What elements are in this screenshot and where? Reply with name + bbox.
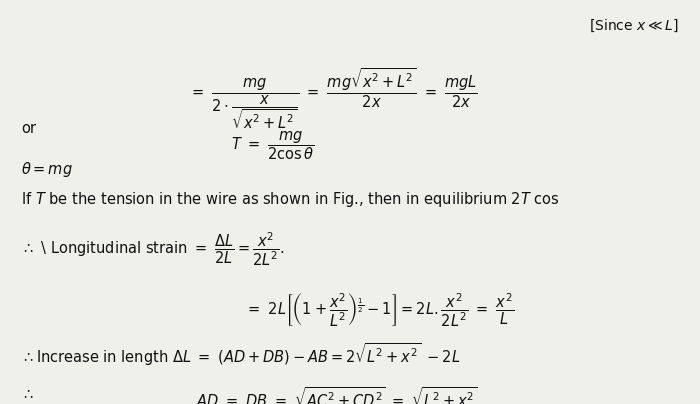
Text: $\theta = mg$: $\theta = mg$ [21, 160, 73, 179]
Text: If $T$ be the tension in the wire as shown in Fig., then in equilibrium $2T$ cos: If $T$ be the tension in the wire as sho… [21, 190, 560, 209]
Text: $= \ 2L\left[\left(1+\dfrac{x^2}{L^2}\right)^{\frac{1}{2}} - 1\right] = 2L.\dfra: $= \ 2L\left[\left(1+\dfrac{x^2}{L^2}\ri… [245, 291, 514, 329]
Text: [Since $x \ll L$]: [Since $x \ll L$] [589, 18, 679, 34]
Text: or: or [21, 121, 36, 136]
Text: $T \ = \ \dfrac{mg}{2\cos\theta}$: $T \ = \ \dfrac{mg}{2\cos\theta}$ [231, 129, 314, 162]
Text: $\therefore$ \ Longitudinal strain $= \ \dfrac{\Delta L}{2L} = \dfrac{x^2}{2L^2}: $\therefore$ \ Longitudinal strain $= \ … [21, 230, 285, 268]
Text: $\therefore$: $\therefore$ [21, 386, 34, 401]
Text: $\therefore$Increase in length $\Delta L$ $=$ $(AD + DB) - AB = 2\sqrt{L^2+x^2} : $\therefore$Increase in length $\Delta L… [21, 341, 461, 368]
Text: $AD \ = \ DB \ = \ \sqrt{AC^2 + CD^2} \ = \ \sqrt{L^2 + x^2}$: $AD \ = \ DB \ = \ \sqrt{AC^2 + CD^2} \ … [196, 386, 478, 404]
Text: $= \ \dfrac{mg}{2 \cdot \dfrac{x}{\sqrt{x^2+L^2}}} \ = \ \dfrac{mg\sqrt{x^2+L^2}: $= \ \dfrac{mg}{2 \cdot \dfrac{x}{\sqrt{… [189, 67, 477, 131]
